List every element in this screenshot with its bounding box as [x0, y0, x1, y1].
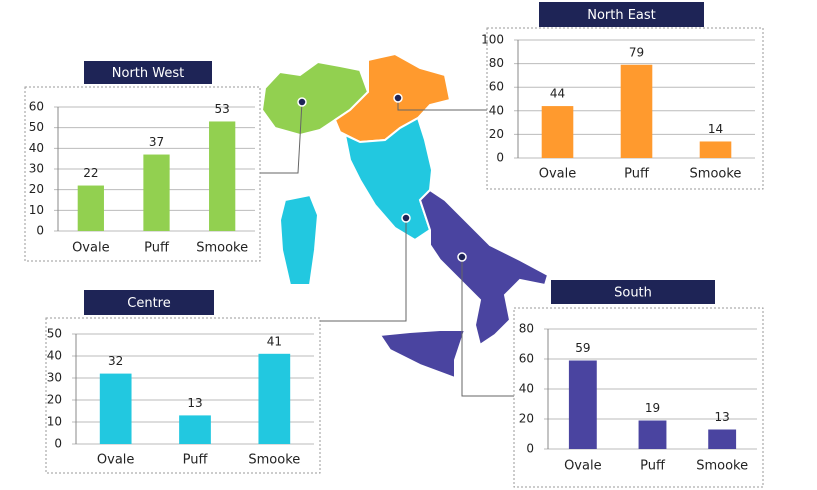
- chart-title: Centre: [127, 296, 170, 311]
- y-tick-label: 0: [496, 151, 504, 165]
- y-tick-label: 0: [36, 224, 44, 238]
- y-tick-label: 50: [47, 327, 62, 341]
- leader-line: [260, 101, 303, 174]
- data-label: 32: [108, 354, 123, 368]
- title-banner: [551, 280, 715, 304]
- data-label: 53: [215, 102, 230, 116]
- data-label: 13: [715, 410, 730, 424]
- bar: [258, 353, 291, 444]
- map-dot: [401, 213, 411, 223]
- leader-line: [461, 257, 514, 397]
- chart-title: North East: [587, 8, 656, 23]
- x-tick-label: Smooke: [690, 167, 742, 182]
- x-tick-label: Ovale: [97, 453, 135, 468]
- map-dot: [393, 93, 403, 103]
- title-banner: [84, 61, 212, 84]
- dots: [297, 93, 467, 262]
- title-banner: [84, 290, 214, 315]
- map: [260, 52, 550, 380]
- x-tick-label: Ovale: [564, 459, 602, 474]
- y-tick-label: 10: [47, 415, 62, 429]
- bar: [77, 185, 104, 231]
- y-tick-label: 50: [29, 120, 44, 134]
- bar: [99, 373, 132, 444]
- chart-title: North West: [112, 66, 184, 81]
- y-tick-label: 0: [54, 437, 62, 451]
- y-tick-label: 30: [47, 371, 62, 385]
- bar: [638, 420, 667, 449]
- map-dot: [457, 252, 467, 262]
- y-tick-label: 0: [526, 442, 534, 456]
- y-tick-label: 40: [489, 103, 504, 117]
- map-south: [418, 188, 550, 347]
- y-tick-label: 10: [29, 203, 44, 217]
- x-tick-label: Smooke: [696, 459, 748, 474]
- chart-title: South: [614, 286, 652, 301]
- y-tick-label: 80: [519, 322, 534, 336]
- data-label: 13: [187, 396, 202, 410]
- x-tick-label: Puff: [640, 459, 666, 474]
- bar: [209, 121, 236, 231]
- title-banner: [539, 2, 704, 27]
- bar: [708, 429, 737, 449]
- x-tick-label: Smooke: [248, 453, 300, 468]
- bar: [568, 360, 597, 449]
- y-tick-label: 60: [519, 352, 534, 366]
- y-tick-label: 100: [481, 33, 504, 47]
- bar: [143, 154, 170, 231]
- y-tick-label: 30: [29, 162, 44, 176]
- map-sicily: [378, 329, 467, 380]
- leader-line: [320, 218, 407, 322]
- y-tick-label: 20: [47, 393, 62, 407]
- y-tick-label: 60: [489, 80, 504, 94]
- x-tick-label: Smooke: [196, 241, 248, 256]
- x-tick-label: Puff: [183, 453, 209, 468]
- data-label: 14: [708, 122, 723, 136]
- chart-frame: [513, 307, 764, 488]
- bar: [541, 106, 574, 158]
- data-label: 37: [149, 135, 164, 149]
- data-label: 41: [267, 334, 282, 348]
- map-sardinia: [278, 193, 320, 286]
- data-label: 19: [645, 401, 660, 415]
- data-label: 22: [83, 166, 98, 180]
- y-tick-label: 40: [519, 382, 534, 396]
- data-label: 44: [550, 87, 565, 101]
- bar: [699, 141, 732, 158]
- y-tick-label: 20: [489, 127, 504, 141]
- y-tick-label: 40: [47, 349, 62, 363]
- y-tick-label: 40: [29, 141, 44, 155]
- bar: [620, 64, 653, 158]
- x-tick-label: Puff: [144, 241, 170, 256]
- x-tick-label: Puff: [624, 167, 650, 182]
- y-tick-label: 20: [29, 182, 44, 196]
- map-dot: [297, 97, 307, 107]
- x-tick-label: Ovale: [539, 167, 577, 182]
- bar: [179, 415, 211, 444]
- x-tick-label: Ovale: [72, 241, 110, 256]
- y-tick-label: 80: [489, 56, 504, 70]
- y-tick-label: 60: [29, 100, 44, 114]
- data-label: 59: [575, 341, 590, 355]
- y-tick-label: 20: [519, 412, 534, 426]
- data-label: 79: [629, 45, 644, 59]
